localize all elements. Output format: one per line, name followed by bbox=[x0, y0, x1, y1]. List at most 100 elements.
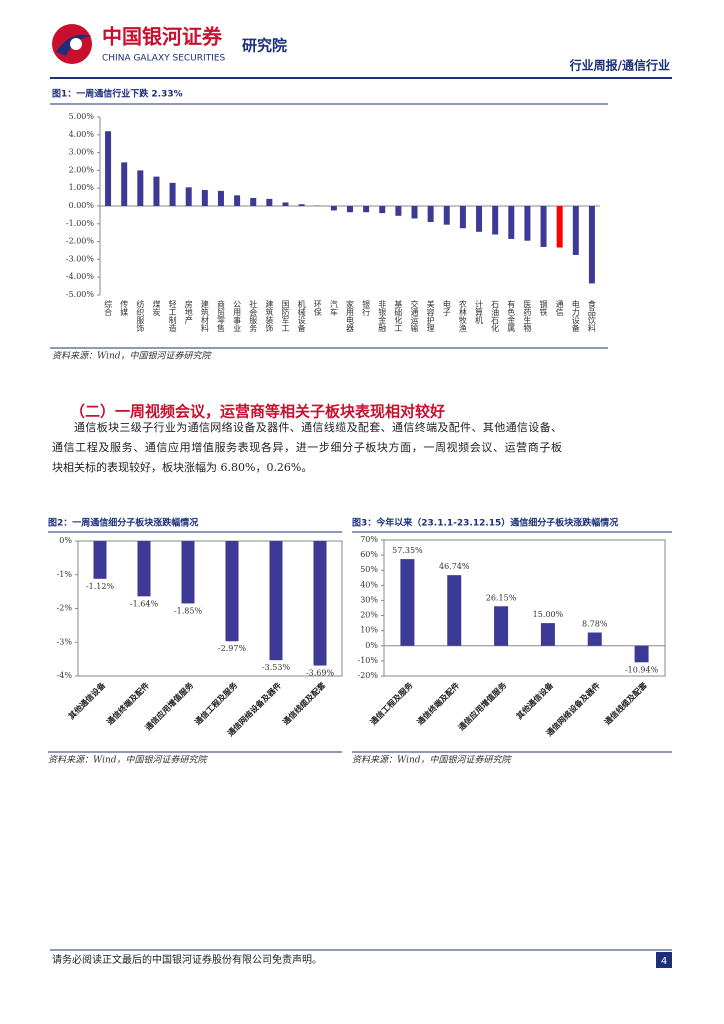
bar bbox=[298, 204, 305, 206]
x-tick-label: 农林牧渔 bbox=[458, 299, 467, 332]
bar bbox=[225, 541, 239, 642]
x-tick-label: 食品饮料 bbox=[587, 299, 596, 333]
y-tick-label: -4% bbox=[57, 671, 73, 680]
y-tick-label: 4.00% bbox=[69, 130, 95, 139]
y-tick-label: -5.00% bbox=[66, 290, 95, 299]
x-tick-label: 家用电器 bbox=[346, 299, 355, 333]
x-tick-label: 商贸零售 bbox=[216, 299, 225, 333]
bar bbox=[169, 182, 176, 206]
brand: 中国银河证券 bbox=[102, 25, 223, 49]
y-tick-label: 3.00% bbox=[69, 148, 95, 157]
paragraph-line: 通信工程及服务、通信应用增值服务表现各异，进一步细分子板块方面，一周视频会议、运… bbox=[52, 440, 562, 454]
x-tick-label: 通信终端及配件 bbox=[415, 680, 462, 727]
x-tick-label: 通信线缆及配套 bbox=[281, 679, 328, 726]
bar bbox=[587, 632, 602, 646]
bar bbox=[524, 206, 531, 241]
bar bbox=[411, 206, 418, 219]
bar bbox=[556, 206, 563, 248]
value-label: -1.85% bbox=[174, 606, 203, 615]
x-tick-label: 通信终端及配件 bbox=[105, 680, 152, 727]
x-tick-label: 通信工程及服务 bbox=[193, 679, 240, 726]
x-tick-label: 通信 bbox=[555, 299, 564, 317]
chart-title: 图1：一周通信行业下跌 2.33% bbox=[52, 88, 183, 100]
report-type: 行业周报/通信行业 bbox=[569, 58, 670, 73]
bar bbox=[363, 206, 370, 213]
bar bbox=[492, 206, 499, 235]
value-label: -10.94% bbox=[625, 665, 659, 674]
bar bbox=[217, 190, 224, 206]
x-tick-label: 国防军工 bbox=[281, 300, 290, 332]
bar bbox=[395, 206, 402, 216]
x-tick-label: 环保 bbox=[313, 300, 322, 317]
source: 资料来源：Wind，中国银河证券研究院 bbox=[48, 755, 209, 766]
bar bbox=[443, 206, 450, 225]
bar bbox=[201, 189, 208, 206]
x-tick-label: 机械设备 bbox=[297, 299, 306, 333]
bar bbox=[269, 541, 283, 661]
y-tick-label: 40% bbox=[360, 580, 378, 589]
bar bbox=[137, 541, 151, 597]
y-tick-label: -2% bbox=[57, 604, 73, 613]
value-label: -1.12% bbox=[86, 582, 115, 591]
x-tick-label: 医药生物 bbox=[523, 300, 532, 333]
value-label: -3.53% bbox=[262, 663, 291, 672]
disclaimer: 请务必阅读正文最后的中国银河证券股份有限公司免责声明。 bbox=[52, 953, 322, 966]
bar bbox=[137, 170, 144, 206]
bar bbox=[313, 541, 327, 666]
x-tick-label: 轻工制造 bbox=[168, 299, 177, 333]
x-tick-label: 其他通信设备 bbox=[66, 679, 108, 721]
y-tick-label: 0% bbox=[59, 536, 72, 545]
plot-frame bbox=[77, 540, 343, 677]
y-tick-label: 1.00% bbox=[69, 183, 95, 192]
x-tick-label: 交通运输 bbox=[410, 299, 419, 333]
x-tick-label: 汽车 bbox=[329, 299, 338, 317]
x-tick-label: 钢铁 bbox=[539, 299, 548, 317]
y-tick-label: 5.00% bbox=[69, 112, 95, 121]
bar bbox=[379, 206, 386, 214]
y-tick-label: 0% bbox=[365, 641, 378, 650]
x-tick-label: 通信线缆及配套 bbox=[602, 679, 649, 726]
y-tick-label: -3% bbox=[57, 637, 73, 646]
x-tick-label: 美容护理 bbox=[426, 299, 435, 332]
y-tick-label: -3.00% bbox=[66, 254, 95, 263]
y-tick-label: 50% bbox=[360, 565, 378, 574]
x-tick-label: 有色金属 bbox=[507, 299, 516, 333]
x-tick-label: 社会服务 bbox=[249, 299, 258, 333]
value-label: 26.15% bbox=[486, 593, 517, 602]
y-tick-label: 60% bbox=[360, 550, 378, 559]
paragraph-line: 通信板块三级子行业为通信网络设备及器件、通信线缆及配套、通信终端及配件、其他通信… bbox=[74, 420, 562, 434]
x-tick-label: 综合 bbox=[104, 299, 113, 317]
x-tick-label: 房地产 bbox=[184, 299, 193, 325]
chart-title: 图2：一周通信细分子板块涨跌幅情况 bbox=[48, 517, 198, 529]
bar bbox=[634, 645, 649, 663]
y-tick-label: 20% bbox=[360, 611, 378, 620]
bar bbox=[572, 206, 579, 255]
x-tick-label: 通信工程及服务 bbox=[368, 679, 415, 726]
plot-frame bbox=[383, 539, 666, 677]
bar bbox=[459, 206, 466, 229]
x-tick-label: 建筑装饰 bbox=[265, 299, 274, 333]
y-tick-label: -2.00% bbox=[66, 237, 95, 246]
bar bbox=[494, 606, 509, 646]
value-label: 57.35% bbox=[392, 546, 423, 555]
page-number: 4 bbox=[661, 956, 667, 967]
x-tick-label: 非银金融 bbox=[378, 299, 387, 333]
x-tick-label: 计算机 bbox=[475, 299, 484, 325]
x-tick-label: 电力设备 bbox=[571, 299, 580, 333]
x-tick-label: 建筑材料 bbox=[200, 299, 209, 333]
y-tick-label: 0.00% bbox=[69, 201, 95, 210]
source: 资料来源：Wind，中国银河证券研究院 bbox=[352, 755, 513, 766]
value-label: 15.00% bbox=[533, 610, 564, 619]
bar bbox=[447, 575, 462, 646]
section-heading: （二）一周视频会议，运营商等相关子板块表现相对较好 bbox=[70, 403, 445, 421]
value-label: 8.78% bbox=[582, 620, 608, 629]
value-label: -1.64% bbox=[130, 599, 159, 608]
bar bbox=[476, 206, 483, 232]
value-label: 46.74% bbox=[439, 562, 470, 571]
y-tick-label: -4.00% bbox=[66, 272, 95, 281]
page-box bbox=[656, 952, 672, 968]
bar bbox=[121, 162, 128, 206]
bar bbox=[427, 206, 434, 223]
x-tick-label: 公用事业 bbox=[233, 300, 242, 332]
